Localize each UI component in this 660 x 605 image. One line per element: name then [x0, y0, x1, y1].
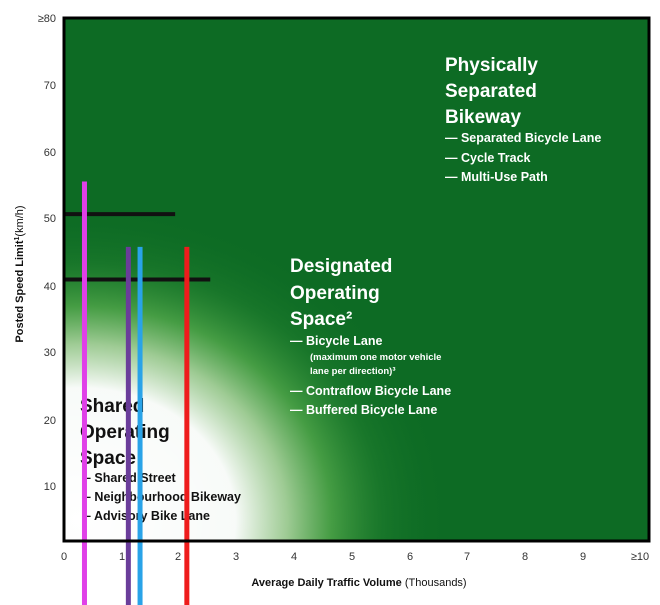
- y-tick: 40: [44, 281, 56, 293]
- y-axis-title-unit: (km/h): [14, 205, 26, 236]
- zone-title-line: Space²: [290, 309, 352, 330]
- zone-designated-operating-space: Designated Operating Space² — Bicycle La…: [290, 256, 451, 417]
- x-axis-title-main: Average Daily Traffic Volume: [251, 577, 401, 589]
- x-axis-title: Average Daily Traffic Volume (Thousands): [251, 577, 466, 589]
- zone-physically-separated: Physically Separated Bikeway — Separated…: [445, 55, 601, 184]
- x-tick: 5: [349, 551, 355, 563]
- y-tick: 20: [44, 415, 56, 427]
- zone-title-line: Physically: [445, 55, 538, 76]
- y-tick: 60: [44, 147, 56, 159]
- light-zone-fade: [400, 18, 649, 541]
- zone-item: — Contraflow Bicycle Lane: [290, 384, 451, 398]
- x-tick: 4: [291, 551, 297, 563]
- x-tick: 7: [464, 551, 470, 563]
- y-tick: 70: [44, 80, 56, 92]
- y-axis-title-sup: 1: [14, 237, 21, 241]
- zone-title-line: Space: [80, 448, 136, 469]
- x-tick: 3: [233, 551, 239, 563]
- chart-marks: [64, 181, 211, 605]
- zone-item-note: (maximum one motor vehicle: [310, 352, 441, 363]
- zone-title-line: Operating: [80, 422, 170, 443]
- zone-title-line: Shared: [80, 396, 144, 417]
- zone-item-note: lane per direction)³: [310, 366, 396, 377]
- x-tick: 1: [119, 551, 125, 563]
- zone-title-line: Designated: [290, 256, 392, 277]
- zone-item: – Advisory Bike Lane: [84, 509, 210, 523]
- zone-item: – Neighbourhood Bikeway: [84, 490, 241, 504]
- zone-item: — Cycle Track: [445, 151, 531, 165]
- zone-title-line: Separated: [445, 81, 537, 102]
- zone-title-line: Operating: [290, 283, 380, 304]
- x-axis-title-unit: (Thousands): [405, 577, 467, 589]
- y-axis-ticks: ≥80 70 60 50 40 30 20 10: [38, 13, 56, 493]
- x-tick: 2: [175, 551, 181, 563]
- plot-frame: [62, 16, 651, 543]
- x-tick: 6: [407, 551, 413, 563]
- y-tick: ≥80: [38, 13, 56, 25]
- y-axis-title-main: Posted Speed Limit: [14, 240, 26, 342]
- x-tick: 0: [61, 551, 67, 563]
- x-tick: 9: [580, 551, 586, 563]
- x-axis-ticks: 0 1 2 3 4 5 6 7 8 9 ≥10: [61, 551, 649, 563]
- zone-item: — Multi-Use Path: [445, 170, 548, 184]
- x-tick: 8: [522, 551, 528, 563]
- zone-title-line: Bikeway: [445, 107, 521, 128]
- y-tick: 10: [44, 481, 56, 493]
- zone-shared-operating-space: Shared Operating Space – Shared Street –…: [80, 396, 241, 523]
- zone-item: — Separated Bicycle Lane: [445, 131, 601, 145]
- zone-item: — Buffered Bicycle Lane: [290, 403, 437, 417]
- y-tick: 50: [44, 213, 56, 225]
- y-axis-title: Posted Speed Limit1(km/h): [14, 205, 26, 342]
- zone-item: — Bicycle Lane: [290, 334, 382, 348]
- x-tick: ≥10: [631, 551, 649, 563]
- y-tick: 30: [44, 347, 56, 359]
